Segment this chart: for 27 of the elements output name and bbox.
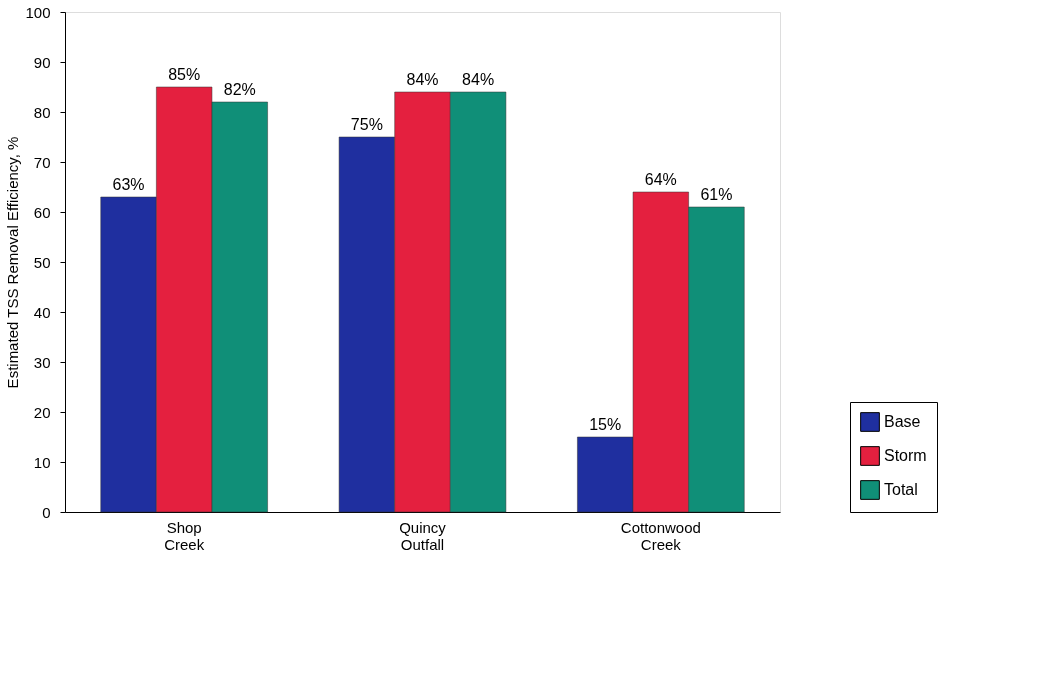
legend-label: Total (884, 481, 918, 498)
y-tick-label: 30 (33, 353, 51, 371)
x-tick-label: Quincy Outfall (399, 518, 447, 553)
data-label: 85% (168, 66, 201, 83)
data-label: 63% (112, 176, 145, 193)
y-tick-label: 10 (33, 453, 51, 471)
data-label: 84% (462, 71, 495, 88)
y-tick-label: 100 (25, 3, 51, 21)
y-tick-label: 90 (33, 53, 51, 71)
x-tick-label: Cottonwood Creek (620, 518, 701, 553)
data-label: 75% (350, 116, 383, 133)
data-label: 61% (700, 186, 733, 203)
y-tick-label: 20 (33, 403, 51, 421)
y-tick-label: 60 (33, 203, 51, 221)
data-label: 82% (223, 81, 256, 98)
legend-label: Storm (884, 447, 927, 464)
y-tick-label: 40 (33, 303, 51, 321)
y-axis-title: Estimated TSS Removal Efficiency, % (4, 136, 22, 389)
y-tick-label: 0 (42, 503, 51, 521)
y-tick-label: 70 (33, 153, 51, 171)
data-label: 84% (406, 71, 439, 88)
data-label: 64% (644, 171, 677, 188)
legend-label: Base (884, 413, 921, 430)
y-tick-label: 50 (33, 253, 51, 271)
x-tick-label: Shop Creek (164, 518, 205, 553)
data-label: 15% (589, 416, 622, 433)
y-tick-label: 80 (33, 103, 51, 121)
